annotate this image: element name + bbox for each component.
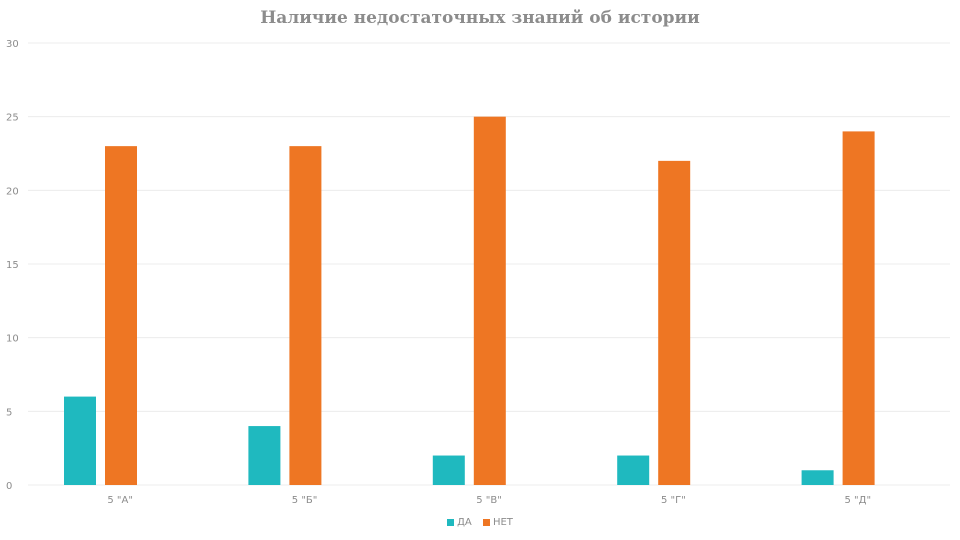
y-tick-label: 25 [6, 113, 19, 124]
x-tick-label: 5 "Д" [845, 495, 872, 506]
legend-item-net: НЕТ [482, 517, 513, 529]
bar-net [289, 146, 322, 485]
bar-net [842, 131, 875, 485]
y-tick-label: 10 [6, 334, 19, 345]
x-tick-label: 5 "В" [476, 495, 502, 506]
bar-da [617, 455, 650, 485]
x-tick-label: 5 "Б" [292, 495, 318, 506]
bar-net [473, 116, 506, 486]
legend-item-da: ДА [447, 517, 472, 529]
bar-net [105, 146, 137, 485]
legend-swatch-net [482, 519, 490, 526]
bar-net [658, 160, 691, 485]
bar-da [248, 426, 281, 485]
y-tick-label: 5 [6, 407, 12, 418]
y-tick-label: 0 [6, 481, 12, 492]
bar-da [801, 470, 834, 485]
x-tick-label: 5 "А" [107, 495, 133, 506]
y-axis-ticks: 0 5 10 15 20 25 30 [6, 39, 19, 492]
legend-label-net: НЕТ [492, 517, 513, 528]
legend-swatch-da [447, 519, 455, 526]
x-axis-ticks: 5 "А" 5 "Б" 5 "В" 5 "Г" 5 "Д" [107, 495, 871, 506]
legend-label-da: ДА [457, 517, 472, 528]
legend: ДА НЕТ [0, 517, 960, 529]
y-tick-label: 20 [6, 186, 19, 197]
y-tick-label: 15 [6, 260, 19, 271]
bars [64, 116, 875, 486]
x-tick-label: 5 "Г" [661, 495, 686, 506]
y-tick-label: 30 [6, 39, 19, 50]
chart-title: Наличие недостаточных знаний об истории [260, 8, 700, 28]
bar-da [64, 396, 96, 485]
bar-da [432, 455, 465, 485]
